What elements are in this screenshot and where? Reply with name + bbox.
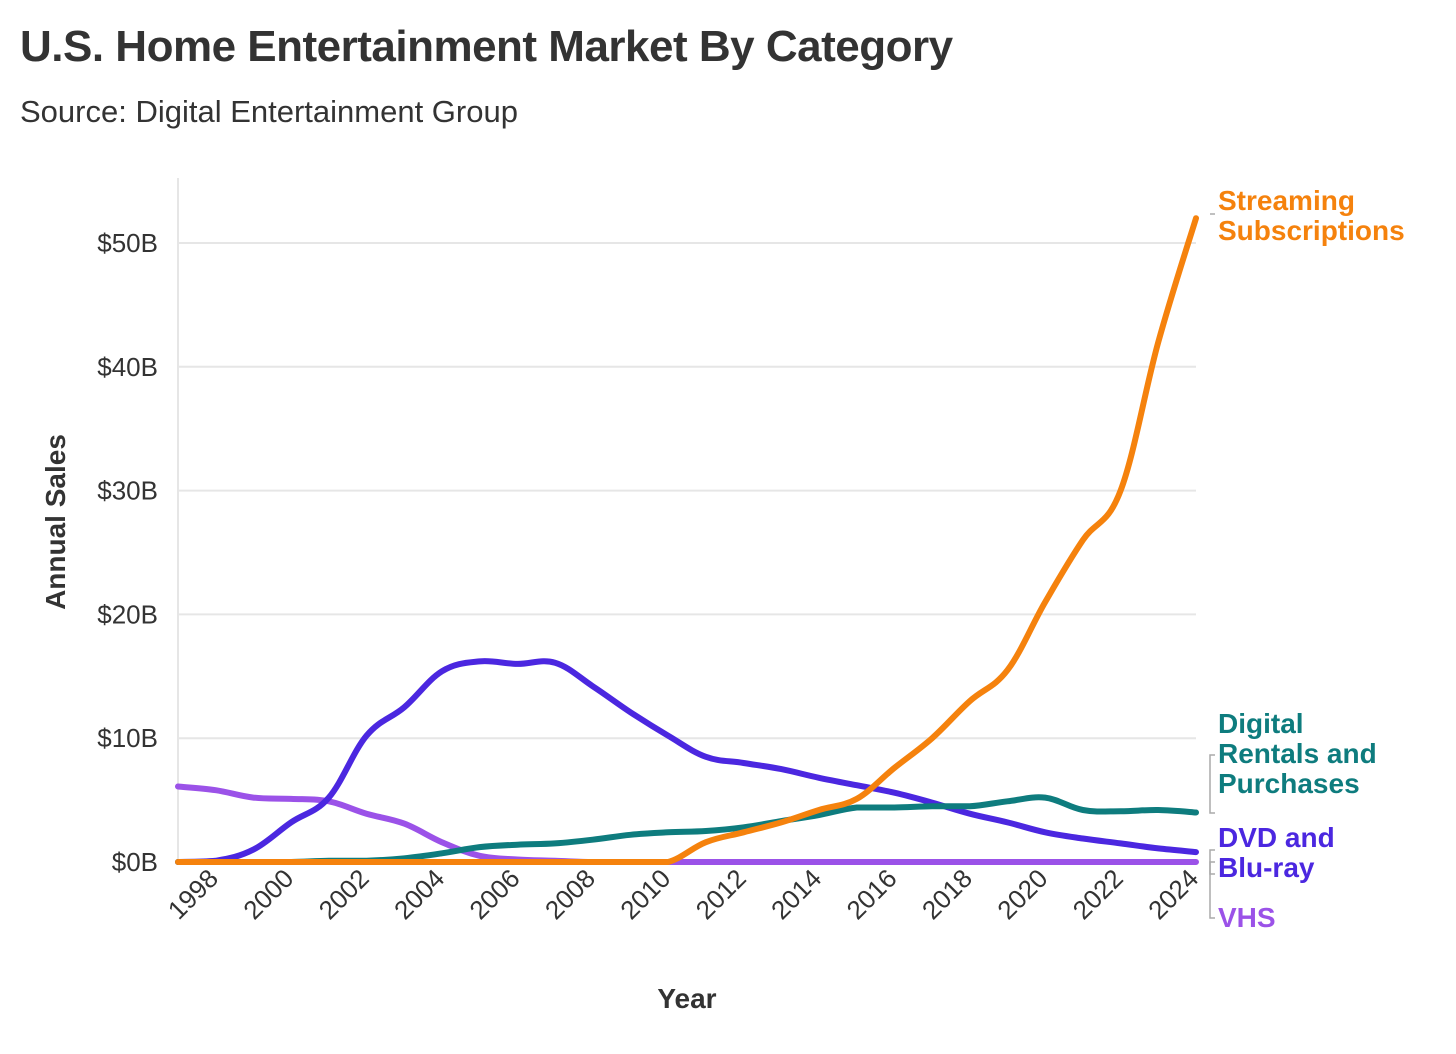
x-tick-label: 2006 [463, 863, 525, 925]
x-tick-label: 2010 [614, 863, 676, 925]
series-label-line: Digital [1218, 708, 1304, 739]
series-label-line: Rentals and [1218, 738, 1377, 769]
series-label-line: VHS [1218, 902, 1276, 933]
x-axis-title: Year [657, 983, 716, 1014]
x-tick-label: 2020 [991, 863, 1053, 925]
x-tick-label: 2008 [539, 863, 601, 925]
y-tick-label: $40B [97, 352, 158, 382]
series-label-line: Purchases [1218, 768, 1360, 799]
y-axis-title: Annual Sales [40, 434, 71, 610]
x-tick-label: 2002 [313, 863, 375, 925]
x-tick-label: 2004 [388, 863, 450, 925]
series-lines [175, 215, 1199, 865]
series-label-vhs: VHS [1209, 861, 1276, 933]
x-tick-label: 2022 [1067, 863, 1129, 925]
chart-subtitle: Source: Digital Entertainment Group [20, 94, 518, 129]
series-label-line: Blu-ray [1218, 852, 1315, 883]
x-tick-label: 2024 [1142, 863, 1204, 925]
series-label-line: Subscriptions [1218, 215, 1405, 246]
series-line-vhs [175, 783, 1199, 865]
series-line-streaming-subscriptions [175, 215, 1199, 865]
x-tick-label: 2012 [690, 863, 752, 925]
x-tick-label: 2000 [237, 863, 299, 925]
label-connector [1209, 754, 1215, 814]
y-tick-label: $10B [97, 723, 158, 753]
x-tick-label: 2018 [916, 863, 978, 925]
y-tick-label: $30B [97, 476, 158, 506]
label-connector [1209, 861, 1215, 919]
x-tick-label: 2016 [840, 863, 902, 925]
x-tick-label: 1998 [162, 863, 224, 925]
chart-title: U.S. Home Entertainment Market By Catego… [20, 22, 953, 71]
series-label-line: DVD and [1218, 822, 1335, 853]
gridlines [178, 242, 1196, 740]
y-tick-label: $0B [112, 847, 158, 877]
series-line-dvd-and-blu-ray [175, 658, 1199, 865]
x-tick-label: 2014 [765, 863, 827, 925]
y-tick-label: $50B [97, 228, 158, 258]
series-label-line: Streaming [1218, 185, 1355, 216]
y-tick-label: $20B [97, 599, 158, 629]
